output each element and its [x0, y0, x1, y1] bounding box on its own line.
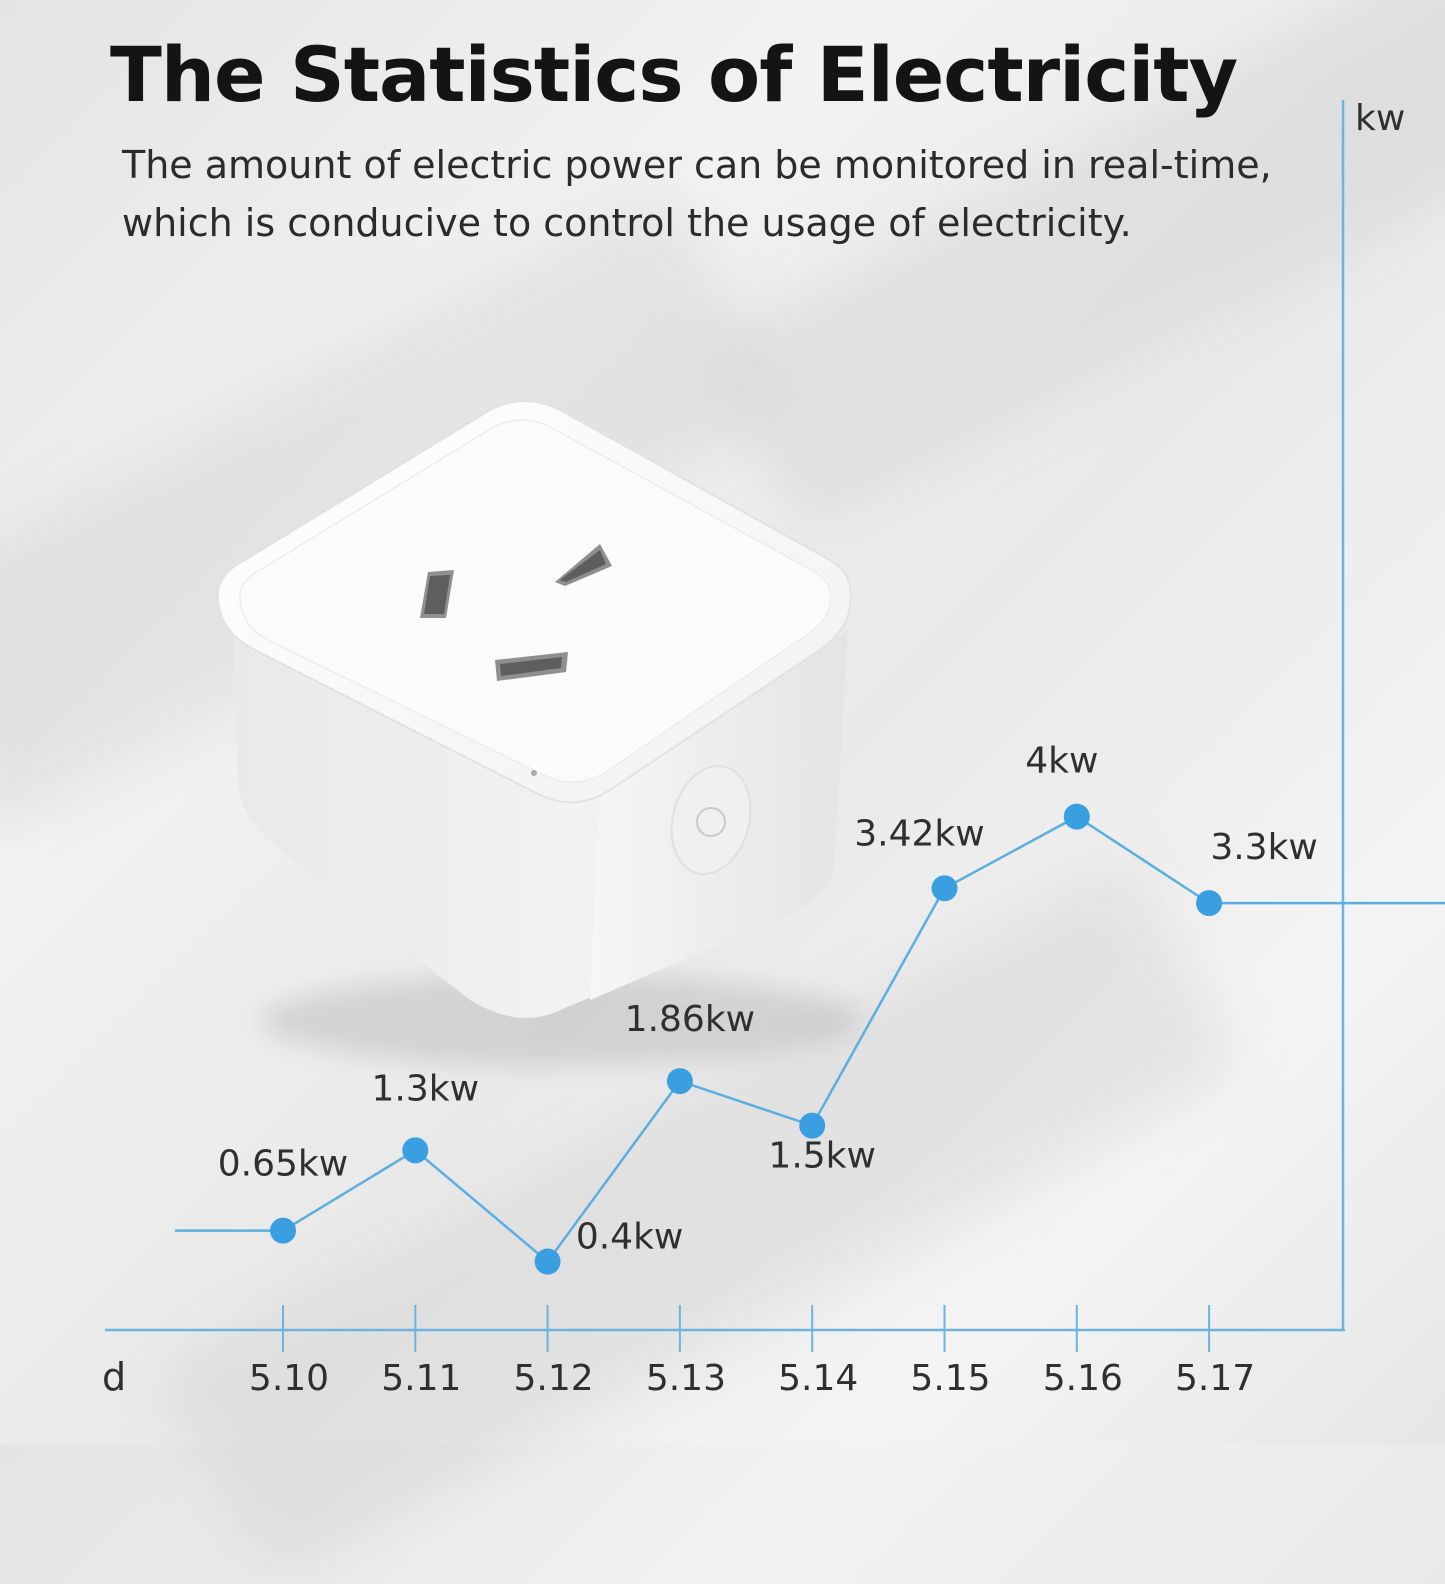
subtitle: The amount of electric power can be moni… [122, 136, 1322, 252]
data-point-5.12 [534, 1248, 561, 1275]
data-label-5.12: 0.4kw [576, 1217, 684, 1258]
data-point-5.14 [799, 1112, 826, 1139]
data-label-5.13: 1.86kw [625, 999, 755, 1040]
data-label-5.14: 1.5kw [768, 1136, 876, 1177]
x-axis-label: d [102, 1355, 126, 1399]
data-point-5.10 [270, 1217, 296, 1244]
x-tick-label-5.10: 5.10 [249, 1358, 329, 1399]
page-title: The Statistics of Electricity [110, 30, 1238, 119]
smart-plug-socket-icon [216, 400, 860, 1065]
data-label-5.10: 0.65kw [218, 1144, 348, 1185]
data-label-5.15: 3.42kw [854, 813, 984, 854]
data-point-5.13 [666, 1068, 693, 1095]
x-ticks: 5.10 5.11 5.12 5.13 5.14 5.15 5.16 5.17 [249, 1305, 1255, 1399]
x-tick-label-5.12: 5.12 [514, 1358, 594, 1399]
line-chart: d kw 5.10 5.11 5.12 5.13 5.14 5.15 5.16 5.17 0.… [102, 98, 1445, 1399]
x-tick-label-5.16: 5.16 [1043, 1358, 1123, 1399]
y-axis-label: kw [1355, 98, 1405, 139]
x-tick-label-5.11: 5.11 [381, 1358, 461, 1399]
data-labels-group: 0.65kw 1.3kw 0.4kw 1.86kw 1.5kw 3.42kw 4kw 3.3k… [218, 741, 1318, 1258]
data-label-5.17: 3.3kw [1210, 827, 1318, 868]
series-line [282, 815, 1210, 1264]
data-point-5.11 [402, 1137, 429, 1164]
data-point-5.17 [1196, 890, 1223, 917]
x-tick-label-5.17: 5.17 [1175, 1358, 1255, 1399]
subtitle-line-1: The amount of electric power can be moni… [122, 143, 1272, 187]
data-point-5.16 [1063, 803, 1090, 830]
x-tick-label-5.14: 5.14 [778, 1358, 858, 1399]
subtitle-line-2: which is conducive to control the usage … [122, 201, 1132, 245]
data-label-5.16: 4kw [1025, 741, 1098, 782]
data-label-5.11: 1.3kw [372, 1068, 480, 1109]
x-tick-label-5.15: 5.15 [910, 1358, 990, 1399]
series-line-group [175, 815, 1445, 1264]
x-tick-label-5.13: 5.13 [646, 1358, 726, 1399]
points-group [270, 803, 1223, 1275]
data-point-5.15 [931, 875, 958, 902]
